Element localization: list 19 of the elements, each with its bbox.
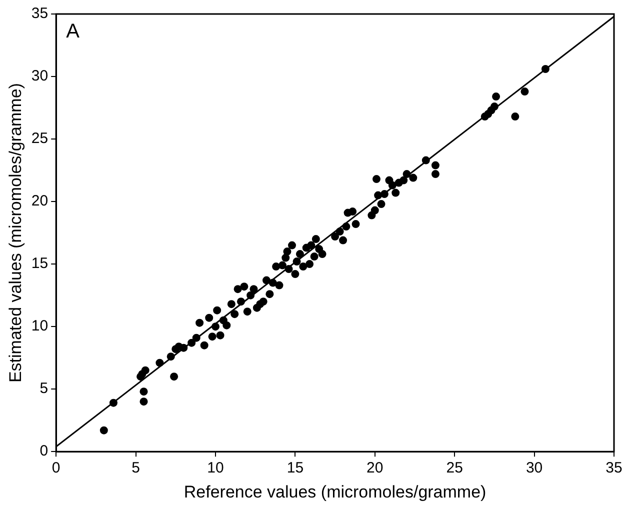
y-tick-label: 20 bbox=[31, 192, 48, 210]
x-tick-label: 5 bbox=[132, 460, 140, 477]
y-tick-label: 0 bbox=[40, 442, 48, 460]
x-tick-label: 25 bbox=[446, 460, 463, 477]
y-tick-label: 5 bbox=[40, 380, 48, 398]
x-tick-label: 35 bbox=[606, 460, 622, 477]
x-tick-label: 30 bbox=[526, 460, 543, 477]
x-tick-label: 10 bbox=[207, 460, 224, 477]
x-tick-label: 15 bbox=[286, 460, 304, 477]
x-tick-label: 0 bbox=[52, 460, 60, 477]
y-tick-label: 10 bbox=[31, 318, 48, 335]
y-tick-label: 25 bbox=[31, 130, 48, 148]
y-tick-label: 35 bbox=[31, 5, 48, 22]
x-tick-label: 20 bbox=[366, 460, 384, 477]
x-axis-title: Reference values (micromoles/gramme) bbox=[184, 482, 486, 502]
annotation: A bbox=[66, 20, 80, 43]
y-tick-label: 15 bbox=[31, 255, 48, 272]
y-tick-label: 30 bbox=[31, 68, 48, 85]
y-axis-title: Estimated values (micromoles/gramme) bbox=[6, 83, 25, 383]
